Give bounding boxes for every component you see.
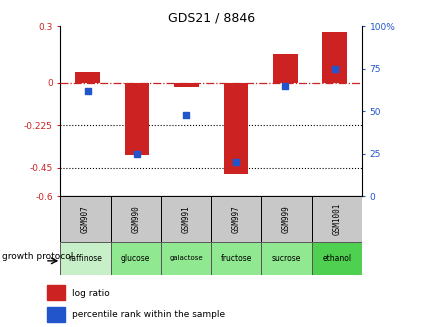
Text: GSM991: GSM991 bbox=[181, 205, 190, 233]
Bar bbox=[311, 196, 361, 242]
Text: GSM907: GSM907 bbox=[81, 205, 90, 233]
Bar bbox=[160, 242, 211, 275]
Text: log ratio: log ratio bbox=[72, 289, 110, 298]
Bar bbox=[211, 242, 261, 275]
Bar bbox=[111, 242, 160, 275]
Point bbox=[84, 88, 91, 94]
Text: percentile rank within the sample: percentile rank within the sample bbox=[72, 310, 225, 319]
Bar bbox=[75, 72, 100, 83]
Text: galactose: galactose bbox=[169, 255, 203, 261]
Bar bbox=[261, 242, 311, 275]
Bar bbox=[160, 196, 211, 242]
Bar bbox=[111, 196, 160, 242]
Bar bbox=[223, 83, 248, 174]
Point bbox=[133, 151, 140, 156]
Point bbox=[331, 66, 338, 71]
Bar bbox=[311, 242, 361, 275]
Text: GSM997: GSM997 bbox=[231, 205, 240, 233]
Point bbox=[232, 160, 239, 165]
Text: raffinose: raffinose bbox=[68, 254, 102, 263]
Point bbox=[281, 83, 288, 88]
Point bbox=[183, 112, 190, 117]
Text: GSM990: GSM990 bbox=[131, 205, 140, 233]
Bar bbox=[46, 307, 65, 322]
Bar bbox=[46, 285, 65, 300]
Bar bbox=[211, 196, 261, 242]
Text: GSM1001: GSM1001 bbox=[332, 203, 341, 235]
Bar bbox=[124, 83, 149, 155]
Text: glucose: glucose bbox=[121, 254, 150, 263]
Text: sucrose: sucrose bbox=[271, 254, 301, 263]
Bar bbox=[60, 242, 111, 275]
Text: ethanol: ethanol bbox=[322, 254, 350, 263]
Text: growth protocol: growth protocol bbox=[2, 252, 74, 261]
Bar bbox=[174, 83, 198, 87]
Bar bbox=[261, 196, 311, 242]
Bar bbox=[272, 55, 297, 83]
Bar bbox=[60, 196, 111, 242]
Text: GSM999: GSM999 bbox=[282, 205, 290, 233]
Bar bbox=[322, 32, 347, 83]
Text: fructose: fructose bbox=[220, 254, 252, 263]
Title: GDS21 / 8846: GDS21 / 8846 bbox=[167, 12, 254, 25]
